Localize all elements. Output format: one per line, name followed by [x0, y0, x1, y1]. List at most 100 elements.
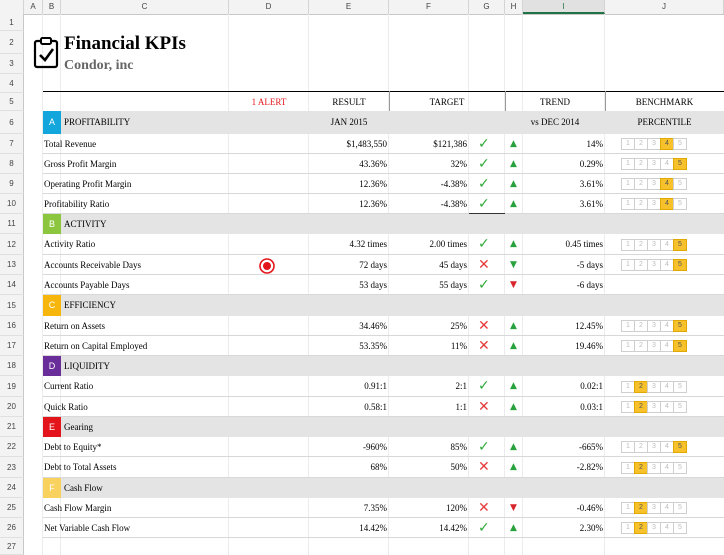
- kpi-result[interactable]: 12.36%: [359, 179, 387, 189]
- column-header-d[interactable]: D: [229, 0, 309, 14]
- kpi-name[interactable]: Operating Profit Margin: [44, 179, 132, 189]
- column-header-b[interactable]: B: [43, 0, 61, 14]
- row-header-22[interactable]: 22: [0, 437, 24, 457]
- kpi-name[interactable]: Accounts Payable Days: [44, 280, 130, 290]
- kpi-name[interactable]: Return on Capital Employed: [44, 341, 148, 351]
- kpi-target[interactable]: 11%: [450, 341, 467, 351]
- trend-value[interactable]: 0.03:1: [580, 402, 603, 412]
- kpi-target[interactable]: 45 days: [439, 260, 467, 270]
- kpi-result[interactable]: $1,483,550: [346, 139, 388, 149]
- row-header-23[interactable]: 23: [0, 457, 24, 478]
- kpi-result[interactable]: 72 days: [359, 260, 387, 270]
- row-header-1[interactable]: 1: [0, 14, 24, 31]
- kpi-result[interactable]: 53.35%: [359, 341, 387, 351]
- kpi-target[interactable]: 14.42%: [439, 523, 467, 533]
- row-header-15[interactable]: 15: [0, 295, 24, 316]
- row-header-26[interactable]: 26: [0, 518, 24, 538]
- row-header-27[interactable]: 27: [0, 538, 24, 555]
- kpi-name[interactable]: Return on Assets: [44, 321, 106, 331]
- kpi-result[interactable]: 34.46%: [359, 321, 387, 331]
- trend-value[interactable]: 19.46%: [575, 341, 603, 351]
- column-header-f[interactable]: F: [389, 0, 469, 14]
- kpi-target[interactable]: -4.38%: [440, 199, 467, 209]
- kpi-target[interactable]: 25%: [450, 321, 468, 331]
- row-header-19[interactable]: 19: [0, 376, 24, 397]
- row-header-25[interactable]: 25: [0, 498, 24, 518]
- kpi-name[interactable]: Total Revenue: [44, 139, 97, 149]
- column-header-i[interactable]: I: [523, 0, 605, 14]
- trend-value[interactable]: 2.30%: [579, 523, 603, 533]
- kpi-name[interactable]: Gross Profit Margin: [44, 159, 117, 169]
- trend-value[interactable]: 0.29%: [579, 159, 603, 169]
- row-header-21[interactable]: 21: [0, 417, 24, 437]
- kpi-name[interactable]: Debt to Total Assets: [44, 462, 117, 472]
- row-header-4[interactable]: 4: [0, 74, 24, 93]
- trend-value[interactable]: 12.45%: [575, 321, 603, 331]
- trend-value[interactable]: 0.02:1: [580, 381, 603, 391]
- kpi-target[interactable]: 50%: [450, 462, 468, 472]
- row-header-18[interactable]: 18: [0, 356, 24, 376]
- trend-value[interactable]: 14%: [586, 139, 604, 149]
- row-header-12[interactable]: 12: [0, 234, 24, 255]
- trend-value[interactable]: -0.46%: [576, 503, 603, 513]
- trend-value[interactable]: -5 days: [576, 260, 603, 270]
- row-header-20[interactable]: 20: [0, 397, 24, 417]
- row-header-7[interactable]: 7: [0, 134, 24, 154]
- kpi-result[interactable]: 68%: [370, 462, 388, 472]
- kpi-name[interactable]: Activity Ratio: [44, 239, 96, 249]
- kpi-target[interactable]: -4.38%: [440, 179, 467, 189]
- row-header-13[interactable]: 13: [0, 255, 24, 275]
- kpi-name[interactable]: Profitability Ratio: [44, 199, 110, 209]
- row-header-8[interactable]: 8: [0, 154, 24, 174]
- trend-up-icon: ▲: [510, 159, 517, 169]
- kpi-target[interactable]: 55 days: [439, 280, 467, 290]
- row-header-9[interactable]: 9: [0, 174, 24, 194]
- row-header-3[interactable]: 3: [0, 54, 24, 74]
- kpi-result[interactable]: 0.91:1: [364, 381, 387, 391]
- kpi-result[interactable]: 53 days: [359, 280, 387, 290]
- kpi-target[interactable]: 85%: [450, 442, 468, 452]
- column-header-e[interactable]: E: [309, 0, 389, 14]
- kpi-result[interactable]: 7.35%: [363, 503, 387, 513]
- row-header-10[interactable]: 10: [0, 194, 24, 214]
- kpi-result[interactable]: 4.32 times: [349, 239, 388, 249]
- row-header-5[interactable]: 5: [0, 93, 24, 111]
- trend-value[interactable]: -6 days: [576, 280, 603, 290]
- trend-value[interactable]: -665%: [579, 442, 603, 452]
- kpi-name[interactable]: Cash Flow Margin: [44, 503, 112, 513]
- kpi-result[interactable]: -960%: [363, 442, 387, 452]
- kpi-target[interactable]: $121,386: [433, 139, 467, 149]
- row-header-6[interactable]: 6: [0, 111, 24, 134]
- column-header-g[interactable]: G: [469, 0, 505, 14]
- row-header-16[interactable]: 16: [0, 316, 24, 336]
- trend-value[interactable]: 3.61%: [579, 199, 603, 209]
- kpi-result[interactable]: 43.36%: [359, 159, 387, 169]
- row-header-14[interactable]: 14: [0, 275, 24, 295]
- select-all-corner[interactable]: [0, 0, 24, 14]
- kpi-name[interactable]: Debt to Equity*: [44, 442, 102, 452]
- column-header-a[interactable]: A: [24, 0, 43, 14]
- row-header-2[interactable]: 2: [0, 31, 24, 54]
- kpi-result[interactable]: 0.58:1: [364, 402, 387, 412]
- kpi-target[interactable]: 2:1: [455, 381, 467, 391]
- trend-value[interactable]: 0.45 times: [565, 239, 604, 249]
- column-header-j[interactable]: J: [605, 0, 724, 14]
- row-header-17[interactable]: 17: [0, 336, 24, 356]
- row-header-24[interactable]: 24: [0, 478, 24, 498]
- kpi-result[interactable]: 14.42%: [359, 523, 387, 533]
- kpi-target[interactable]: 2.00 times: [429, 239, 468, 249]
- trend-value[interactable]: 3.61%: [579, 179, 603, 189]
- kpi-name[interactable]: Current Ratio: [44, 381, 94, 391]
- benchmark-cell-3: 3: [647, 462, 661, 474]
- kpi-name[interactable]: Net Variable Cash Flow: [44, 523, 131, 533]
- kpi-name[interactable]: Quick Ratio: [44, 402, 88, 412]
- kpi-result[interactable]: 12.36%: [359, 199, 387, 209]
- row-header-11[interactable]: 11: [0, 214, 24, 234]
- column-header-c[interactable]: C: [61, 0, 229, 14]
- kpi-target[interactable]: 1:1: [455, 402, 467, 412]
- kpi-target[interactable]: 32%: [450, 159, 468, 169]
- column-header-h[interactable]: H: [505, 0, 523, 14]
- trend-value[interactable]: -2.82%: [576, 462, 603, 472]
- kpi-target[interactable]: 120%: [446, 503, 467, 513]
- kpi-name[interactable]: Accounts Receivable Days: [44, 260, 141, 270]
